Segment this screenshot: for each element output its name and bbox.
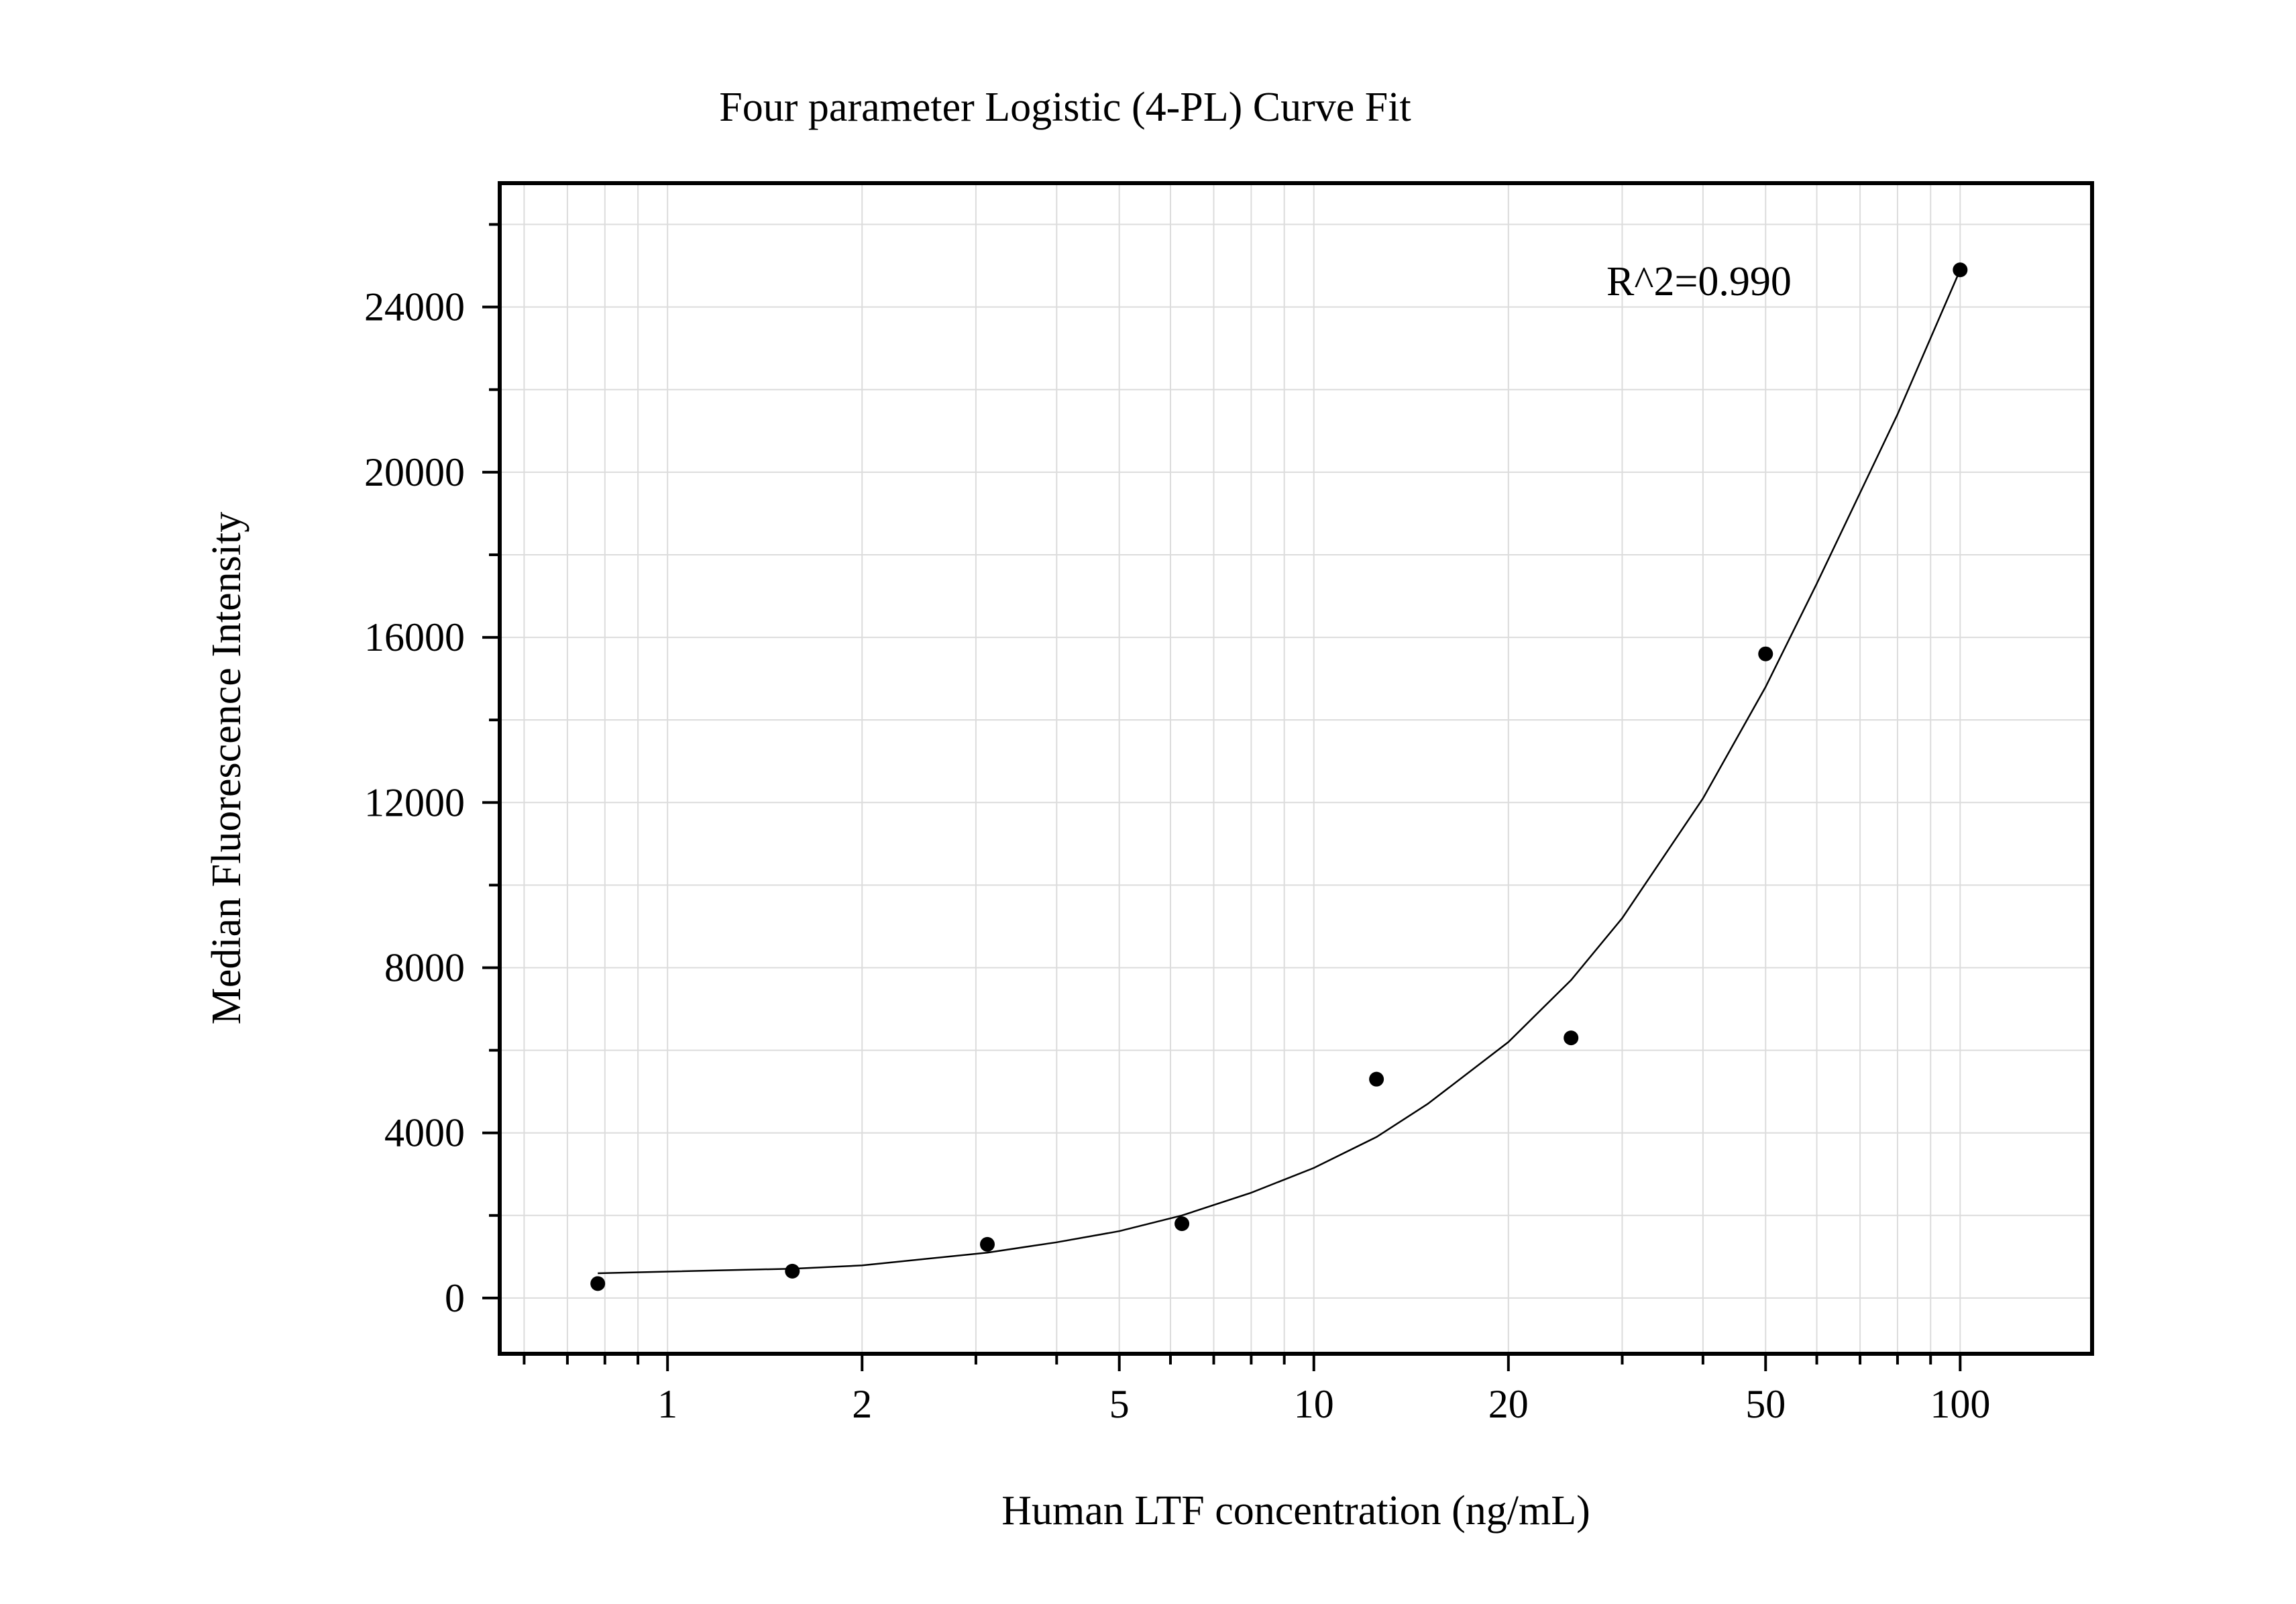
data-point <box>1758 646 1773 661</box>
x-tick-label: 100 <box>1930 1382 1990 1426</box>
x-tick-label: 2 <box>852 1382 872 1426</box>
x-tick-label: 20 <box>1488 1382 1529 1426</box>
data-point <box>1953 262 1968 278</box>
y-tick-label: 24000 <box>364 285 465 329</box>
data-point <box>785 1263 800 1279</box>
fit-curve <box>598 269 1961 1275</box>
data-point <box>1174 1216 1190 1232</box>
y-tick-label: 12000 <box>364 780 465 824</box>
data-point <box>1369 1071 1384 1087</box>
axis-ticks <box>482 223 1962 1371</box>
x-tick-label: 5 <box>1109 1382 1130 1426</box>
x-tick-label: 50 <box>1745 1382 1786 1426</box>
data-point <box>1564 1030 1579 1046</box>
tick-labels: 1 2 5 10 20 50 100 0 4000 8000 12000 16000 20000 2400… <box>364 285 1990 1426</box>
x-axis-label: Human LTF concentration (ng/mL) <box>1001 1488 1590 1534</box>
y-tick-label: 0 <box>445 1276 465 1320</box>
data-point <box>590 1276 606 1291</box>
r-squared-annotation: R^2=0.990 <box>1606 259 1792 305</box>
y-tick-label: 8000 <box>384 945 465 990</box>
y-tick-label: 20000 <box>364 450 465 494</box>
grid <box>500 183 2092 1354</box>
chart-title: Four parameter Logistic (4-PL) Curve Fit <box>719 85 1411 130</box>
y-axis-label: Median Fluorescence Intensity <box>204 512 250 1024</box>
data-points <box>590 262 1968 1291</box>
x-tick-label: 10 <box>1294 1382 1334 1426</box>
plot-frame <box>498 181 2094 1356</box>
y-tick-label: 16000 <box>364 615 465 659</box>
data-point <box>980 1236 995 1252</box>
x-tick-label: 1 <box>657 1382 677 1426</box>
y-tick-label: 4000 <box>384 1111 465 1155</box>
